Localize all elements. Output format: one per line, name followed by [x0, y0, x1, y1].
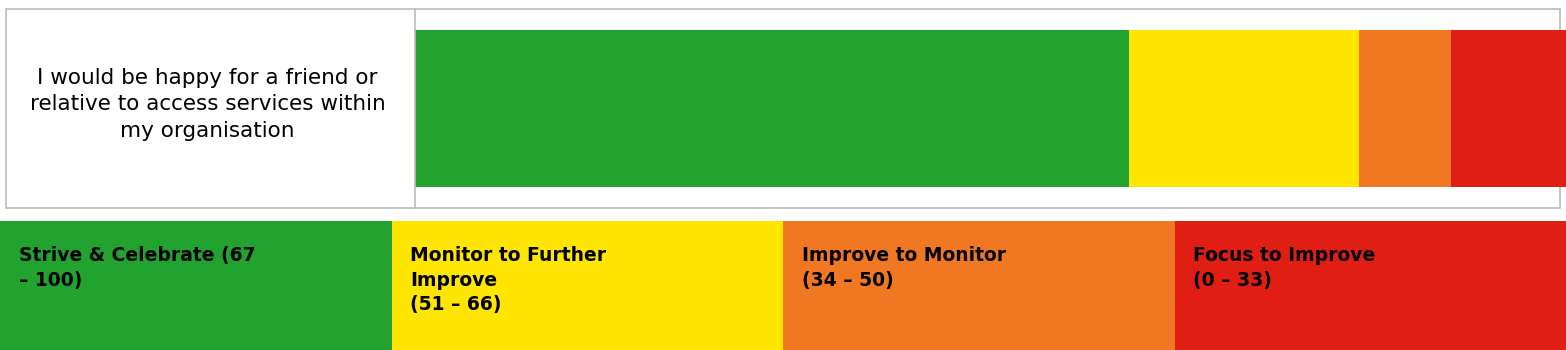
Bar [1174, 220, 1566, 350]
Bar [0, 220, 392, 350]
Text: Monitor to Further
Improve
(51 – 66): Monitor to Further Improve (51 – 66) [410, 246, 606, 314]
Bar [783, 220, 1174, 350]
Bar [1450, 30, 1566, 187]
Bar [1129, 30, 1359, 187]
Text: Improve to Monitor
(34 – 50): Improve to Monitor (34 – 50) [802, 246, 1005, 290]
Text: I would be happy for a friend or
relative to access services within
my organisat: I would be happy for a friend or relativ… [30, 68, 385, 141]
Text: Strive & Celebrate (67
– 100): Strive & Celebrate (67 – 100) [19, 246, 255, 290]
Bar [1359, 30, 1450, 187]
Bar [415, 30, 1129, 187]
Bar [392, 220, 783, 350]
Text: Focus to Improve
(0 – 33): Focus to Improve (0 – 33) [1193, 246, 1375, 290]
